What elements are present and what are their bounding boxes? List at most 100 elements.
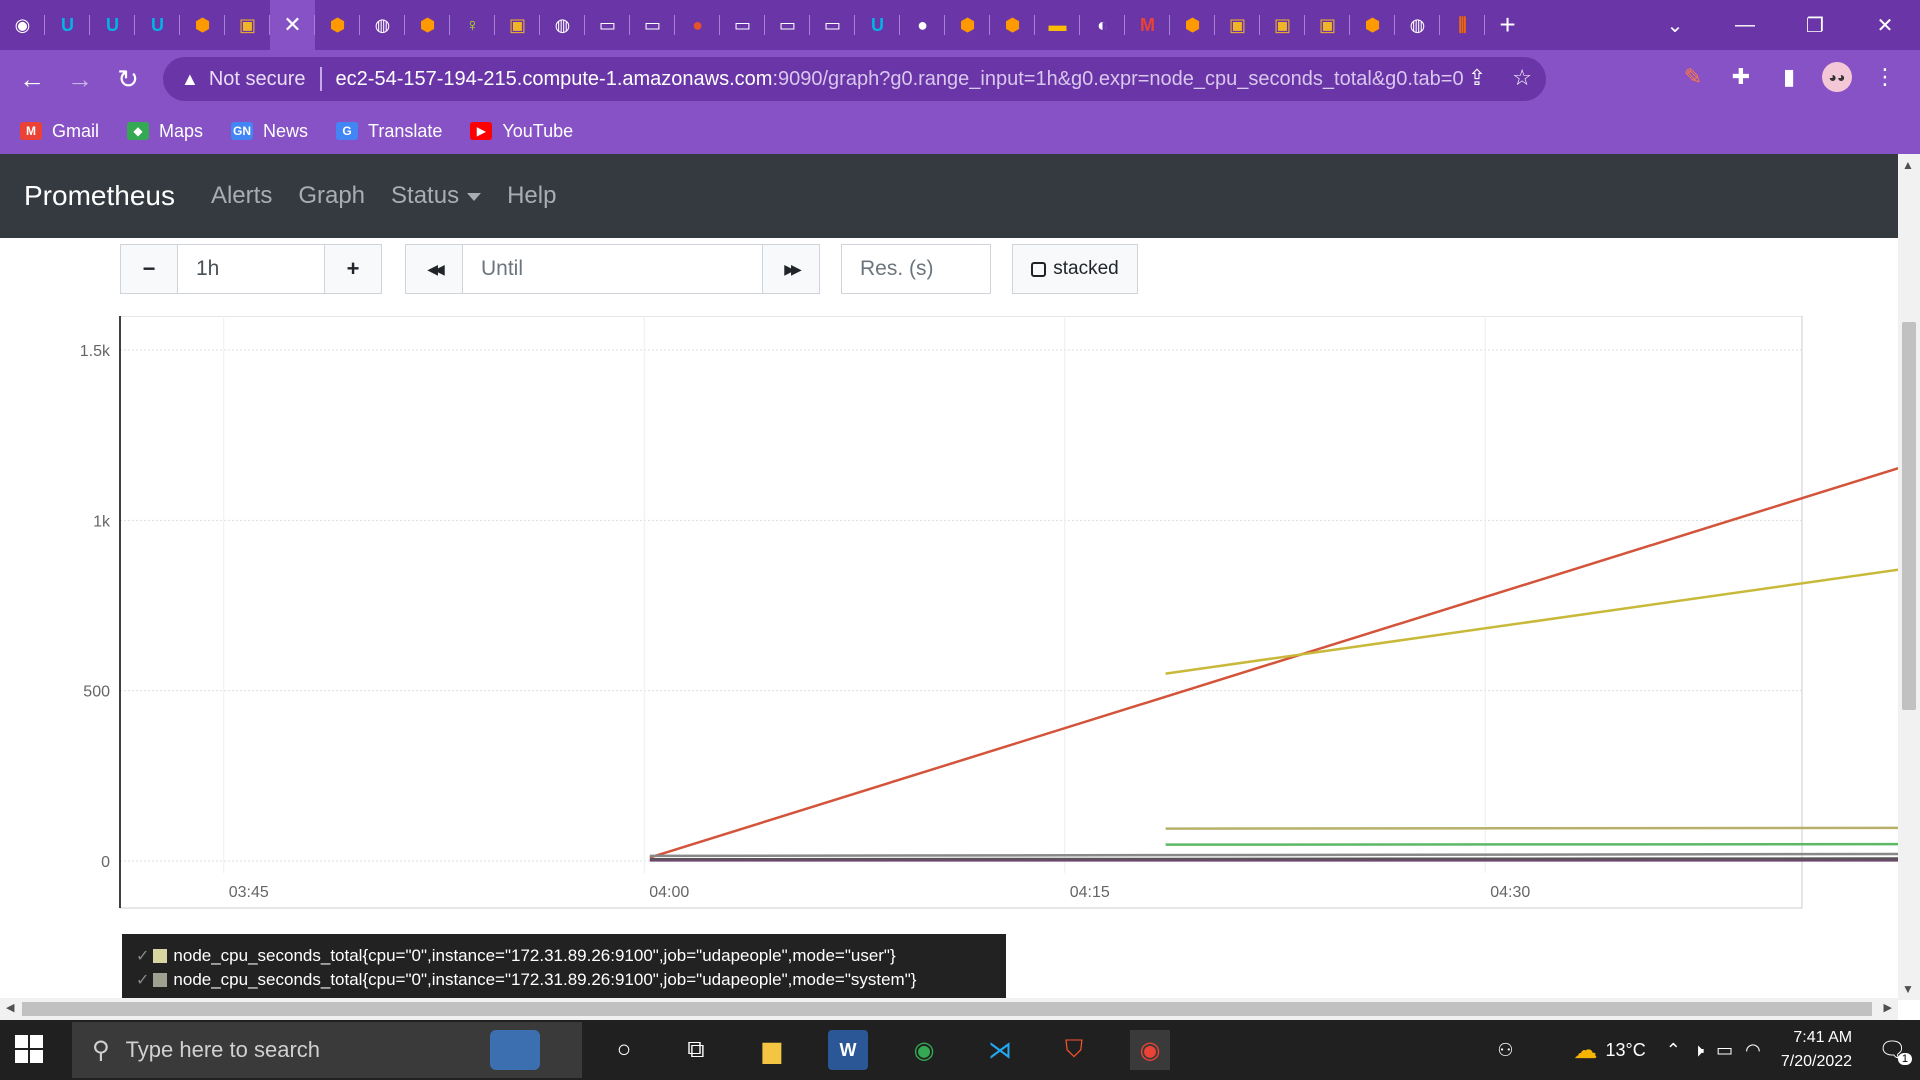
browser-tab[interactable]: ⬢ [315, 0, 360, 50]
vertical-scrollbar[interactable]: ▲ ▼ [1898, 154, 1920, 1000]
browser-tab[interactable]: U [45, 0, 90, 50]
weather-icon[interactable]: ☁ [1573, 1036, 1598, 1064]
browser-tab[interactable]: ▭ [585, 0, 630, 50]
legend-item[interactable]: ✓ node_cpu_seconds_total{cpu="0",instance… [136, 944, 1006, 968]
chrome-icon[interactable]: ◉ [913, 1036, 935, 1064]
extensions-puzzle-icon[interactable]: ✚ [1731, 64, 1751, 89]
browser-tab[interactable]: ⬢ [180, 0, 225, 50]
until-input[interactable]: Until [462, 244, 763, 294]
browser-tab[interactable]: ▣ [1305, 0, 1350, 50]
close-window-icon[interactable]: ✕ [1876, 14, 1894, 37]
chrome-profile-icon[interactable]: ◉ [1130, 1030, 1170, 1070]
increase-range-button[interactable]: + [324, 244, 382, 294]
series-line [1165, 826, 1898, 830]
rewind-button[interactable]: ◀◀ [405, 244, 463, 294]
scroll-right-icon[interactable]: ▶ [1883, 1002, 1892, 1014]
browser-tab[interactable]: ▭ [810, 0, 855, 50]
resolution-input[interactable]: Res. (s) [841, 244, 991, 294]
browser-tab[interactable]: ▣ [495, 0, 540, 50]
browser-tab[interactable]: ⬢ [405, 0, 450, 50]
browser-tab[interactable]: ⫼ [1440, 0, 1485, 50]
browser-tab[interactable]: ◍ [1395, 0, 1440, 50]
tab-search-icon[interactable]: ⌄ [1666, 14, 1684, 37]
browser-tab[interactable]: ▭ [720, 0, 765, 50]
new-tab-icon[interactable]: + [1499, 9, 1516, 40]
taskbar-search-box[interactable]: ⚲ Type here to search [72, 1022, 582, 1078]
notification-icon[interactable]: 🗨 1 [1878, 1037, 1912, 1065]
battery-icon[interactable]: ▭ [1716, 1039, 1734, 1060]
browser-tab[interactable]: ⬢ [990, 0, 1035, 50]
nav-graph[interactable]: Graph [298, 182, 366, 209]
browser-tab[interactable]: ▣ [1260, 0, 1305, 50]
browser-tab[interactable]: ▭ [765, 0, 810, 50]
wifi-icon[interactable]: ◠ [1745, 1039, 1761, 1060]
browser-tab[interactable]: ◍ [360, 0, 405, 50]
volume-muted-icon[interactable]: 🕨 [1692, 1039, 1705, 1060]
vertical-scroll-thumb[interactable] [1902, 322, 1916, 710]
cortana-icon[interactable]: ○ [616, 1036, 632, 1063]
pen-extension-icon[interactable]: ✎ [1683, 64, 1703, 89]
menu-kebab-icon[interactable]: ⋮ [1874, 64, 1896, 89]
url-bar[interactable]: ▲ Not secure ec2-54-157-194-215.compute-… [163, 57, 1546, 101]
scroll-left-icon[interactable]: ◀ [6, 1002, 15, 1014]
browser-tab[interactable]: ♀ [450, 0, 495, 50]
restore-icon[interactable]: ❐ [1806, 14, 1824, 37]
bookmark-translate[interactable]: G Translate [336, 121, 442, 142]
browser-tab[interactable]: ▬ [1035, 0, 1080, 50]
reload-icon[interactable]: ↻ [117, 63, 139, 94]
browser-tab[interactable]: ◍ [540, 0, 585, 50]
fast-forward-button[interactable]: ▶▶ [762, 244, 820, 294]
horizontal-scrollbar[interactable]: ◀ ▶ [0, 998, 1898, 1020]
browser-tab[interactable]: U [90, 0, 135, 50]
browser-tab[interactable]: ● [900, 0, 945, 50]
clock[interactable]: 7:41 AM 7/20/2022 [1781, 1026, 1852, 1074]
sidebar-icon[interactable]: ▮ [1782, 64, 1796, 89]
bookmark-maps[interactable]: ◆ Maps [127, 121, 203, 142]
nav-status[interactable]: Status [391, 182, 482, 210]
legend-item[interactable]: ✓ node_cpu_seconds_total{cpu="0",instance… [136, 968, 1006, 992]
bookmark-news[interactable]: GN News [231, 121, 308, 142]
plot-area [119, 315, 1803, 909]
share-icon[interactable]: ⇪ [1467, 65, 1487, 90]
decrease-range-button[interactable]: − [120, 244, 178, 294]
minimize-icon[interactable]: — [1735, 13, 1755, 36]
bookmark-gmail[interactable]: M Gmail [20, 121, 99, 142]
nav-alerts[interactable]: Alerts [210, 182, 273, 209]
back-icon[interactable]: ← [19, 63, 45, 94]
nav-help[interactable]: Help [507, 182, 557, 209]
profile-avatar-icon[interactable]: ◕◕ [1822, 62, 1852, 92]
browser-tab[interactable]: ⬢ [945, 0, 990, 50]
browser-tab[interactable]: ⬢ [1170, 0, 1215, 50]
task-view-icon[interactable]: ⧉ [687, 1036, 705, 1063]
scroll-up-icon[interactable]: ▲ [1902, 158, 1914, 172]
people-icon[interactable]: ⚇ [1497, 1039, 1514, 1060]
browser-tab[interactable]: ● [675, 0, 720, 50]
browser-tab[interactable]: ✕ [270, 0, 315, 50]
browser-tab[interactable]: U [855, 0, 900, 50]
browser-tab[interactable]: U [135, 0, 180, 50]
browser-tab[interactable]: ▣ [225, 0, 270, 50]
browser-tab[interactable]: ◐ [1080, 0, 1125, 50]
browser-tab[interactable]: M [1125, 0, 1170, 50]
tab-separator [179, 15, 180, 35]
browser-tab[interactable]: ▭ [630, 0, 675, 50]
forward-icon[interactable]: → [67, 63, 93, 94]
scroll-down-icon[interactable]: ▼ [1902, 982, 1914, 996]
bookmark-label: Maps [159, 120, 204, 141]
browser-tab[interactable]: ⬢ [1350, 0, 1395, 50]
vscode-icon[interactable]: ⋊ [988, 1036, 1012, 1064]
word-icon[interactable]: W [828, 1030, 868, 1070]
stacked-toggle-button[interactable]: stacked [1012, 244, 1138, 294]
range-input[interactable]: 1h [177, 244, 325, 294]
browser-tab[interactable]: ▣ [1215, 0, 1260, 50]
bookmark-youtube[interactable]: ▶ YouTube [470, 121, 573, 142]
brand-link[interactable]: Prometheus [24, 180, 175, 211]
temperature-label[interactable]: 13°C [1605, 1039, 1646, 1060]
file-explorer-icon[interactable]: ▆ [762, 1036, 782, 1064]
browser-tab[interactable]: ◉ [0, 0, 45, 50]
brave-icon[interactable]: ⛉ [1065, 1036, 1083, 1063]
horizontal-scroll-thumb[interactable] [22, 1002, 1872, 1016]
chevron-up-icon[interactable]: ⌃ [1665, 1039, 1681, 1060]
bookmark-star-icon[interactable]: ☆ [1512, 65, 1532, 90]
windows-start-icon[interactable] [14, 1034, 44, 1064]
